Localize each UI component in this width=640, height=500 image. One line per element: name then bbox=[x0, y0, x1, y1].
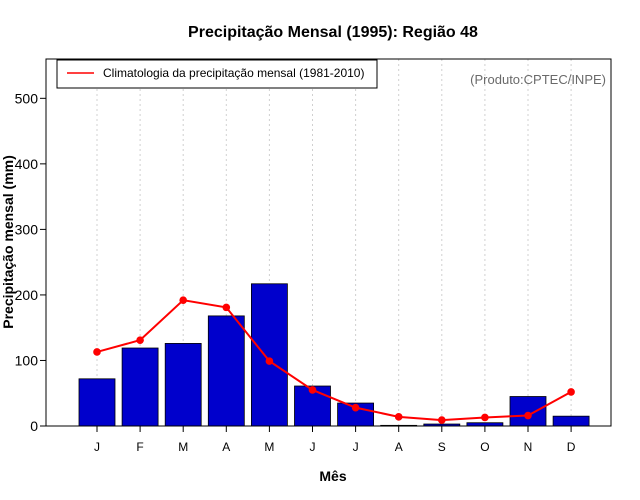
bar-1 bbox=[78, 378, 116, 427]
x-tick-label: M bbox=[264, 440, 274, 454]
x-tick-label: A bbox=[222, 440, 230, 454]
climatology-point-9 bbox=[438, 416, 446, 424]
x-tick-label: J bbox=[353, 440, 359, 454]
source-credit: (Produto:CPTEC/INPE) bbox=[470, 72, 606, 87]
x-tick-label: N bbox=[524, 440, 533, 454]
x-tick-label: A bbox=[395, 440, 403, 454]
x-tick-label: S bbox=[438, 440, 446, 454]
climatology-point-3 bbox=[179, 296, 187, 304]
y-axis: 0 100 200 300 400 500 bbox=[15, 90, 47, 434]
bar-2 bbox=[121, 347, 159, 427]
bar-series bbox=[78, 283, 590, 427]
chart-title: Precipitação Mensal (1995): Região 48 bbox=[188, 24, 478, 41]
y-tick-label: 100 bbox=[15, 352, 39, 368]
x-tick-label: O bbox=[480, 440, 489, 454]
climatology-point-6 bbox=[308, 386, 317, 394]
climatology-point-10 bbox=[481, 413, 489, 422]
legend-box bbox=[56, 59, 378, 89]
y-tick-label: 500 bbox=[15, 90, 39, 106]
bar-11 bbox=[509, 396, 547, 427]
x-tick-label: D bbox=[567, 440, 576, 454]
y-tick-label: 400 bbox=[15, 156, 39, 172]
climatology-series bbox=[93, 296, 575, 424]
climatology-point-2 bbox=[136, 336, 144, 344]
y-tick-label: 300 bbox=[15, 221, 39, 237]
climatology-point-11 bbox=[524, 411, 532, 420]
climatology-point-12 bbox=[567, 388, 575, 396]
x-tick-label: J bbox=[94, 440, 100, 454]
climatology-point-5 bbox=[265, 357, 274, 365]
legend-label: Climatologia da precipitação mensal (198… bbox=[103, 66, 364, 80]
bar-4 bbox=[207, 315, 245, 427]
x-axis-title: Mês bbox=[319, 468, 346, 484]
legend: Climatologia da precipitação mensal (198… bbox=[56, 59, 378, 89]
x-tick-label: F bbox=[136, 440, 143, 454]
climatology-point-4 bbox=[222, 303, 231, 312]
climatology-point-8 bbox=[394, 413, 403, 421]
climatology-point-1 bbox=[93, 348, 101, 356]
y-tick-label: 200 bbox=[15, 287, 39, 303]
bar-5 bbox=[250, 283, 288, 427]
x-tick-label: J bbox=[310, 440, 316, 454]
climatology-line bbox=[96, 299, 572, 422]
climatology-point-7 bbox=[351, 403, 360, 412]
bar-12 bbox=[552, 415, 590, 427]
x-tick-label: M bbox=[178, 440, 188, 454]
y-axis-title: Precipitação mensal (mm) bbox=[0, 155, 16, 329]
y-tick-label: 0 bbox=[30, 418, 38, 434]
bar-3 bbox=[164, 343, 202, 427]
